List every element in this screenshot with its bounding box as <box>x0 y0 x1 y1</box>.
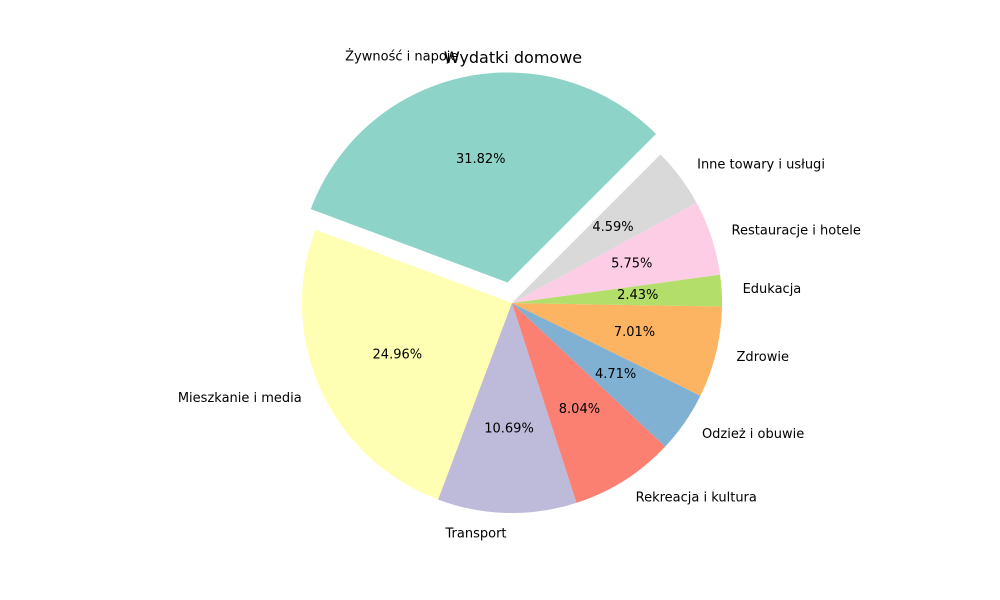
slice-label-zdrowie: Zdrowie <box>737 350 789 365</box>
pie-slices <box>302 72 722 513</box>
slice-label-rekreacja-i-kultura: Rekreacja i kultura <box>636 491 757 506</box>
pct-label-transport: 10.69% <box>484 421 534 436</box>
pie-slice-edukacja <box>512 274 722 307</box>
pie-slice-inne-towary-i-uslugi <box>512 154 697 303</box>
pie-slice-restauracje-i-hotele <box>512 202 721 303</box>
pie-labels: 31.82% Żywność i napoje 24.96% Mieszkanie i… <box>178 48 861 541</box>
pct-label-restauracje-i-hotele: 5.75% <box>611 256 652 271</box>
pie-slice-zdrowie <box>512 303 722 396</box>
slice-label-zywnosc-i-napoje: Żywność i napoje <box>345 48 458 64</box>
slice-label-transport: Transport <box>445 526 507 541</box>
pie-slice-rekreacja-i-kultura <box>512 303 666 503</box>
pct-label-odziez-i-obuwie: 4.71% <box>595 367 636 382</box>
pie-slice-odziez-i-obuwie <box>512 303 701 447</box>
pct-label-zywnosc-i-napoje: 31.82% <box>456 152 506 167</box>
pct-label-mieszkanie-i-media: 24.96% <box>373 348 423 363</box>
slice-label-odziez-i-obuwie: Odzież i obuwie <box>702 427 804 442</box>
pct-label-edukacja: 2.43% <box>617 288 658 303</box>
slice-label-restauracje-i-hotele: Restauracje i hotele <box>732 224 861 239</box>
pie-slice-mieszkanie-i-media <box>302 229 512 500</box>
chart-title: Wydatki domowe <box>444 48 582 67</box>
slice-label-inne-towary-i-uslugi: Inne towary i usługi <box>697 157 825 172</box>
pie-slice-transport <box>438 303 577 513</box>
slice-label-mieszkanie-i-media: Mieszkanie i media <box>178 391 302 406</box>
pct-label-inne-towary-i-uslugi: 4.59% <box>592 220 633 235</box>
pct-label-rekreacja-i-kultura: 8.04% <box>559 402 600 417</box>
pct-label-zdrowie: 7.01% <box>614 325 655 340</box>
pie-slice-zywnosc-i-napoje <box>310 72 657 283</box>
slice-label-edukacja: Edukacja <box>743 282 802 297</box>
